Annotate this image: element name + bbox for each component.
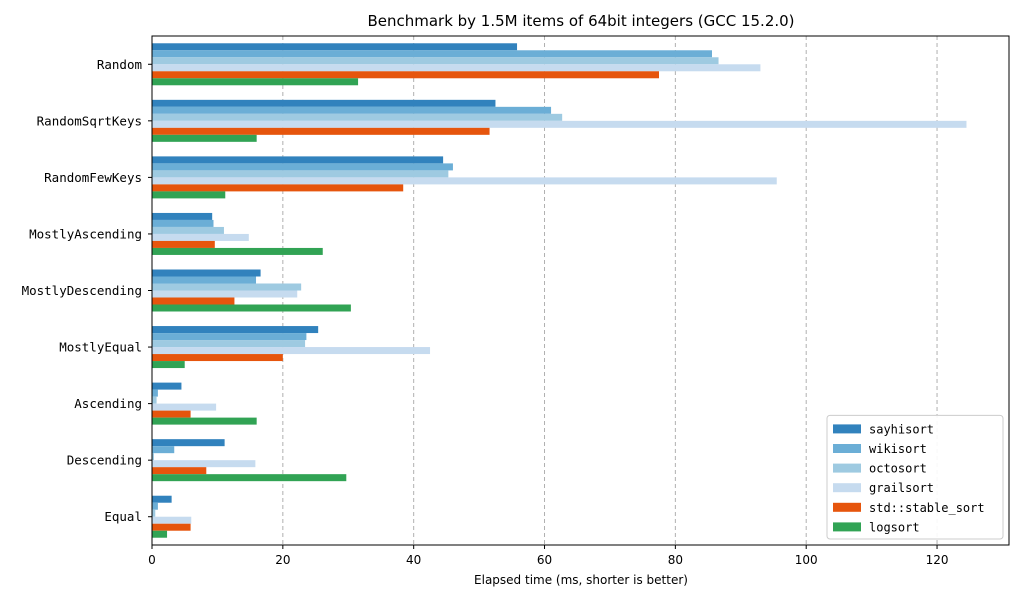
x-axis-ticks: 0 20 40 60 80 100 120 bbox=[148, 545, 948, 567]
legend-entry: grailsort bbox=[869, 481, 934, 495]
bar-logsort bbox=[152, 361, 185, 369]
bar-wikisort bbox=[152, 106, 552, 114]
x-tick-label: 100 bbox=[795, 553, 818, 567]
legend-entry: sayhisort bbox=[869, 422, 934, 436]
bar-wikisort bbox=[152, 163, 453, 171]
bar-std-stable-sort bbox=[152, 354, 283, 362]
bar-logsort bbox=[152, 247, 323, 255]
bar-octosort bbox=[152, 226, 224, 234]
category-label: MostlyEqual bbox=[59, 340, 142, 355]
bar-octosort bbox=[152, 170, 449, 178]
bar-std-stable-sort bbox=[152, 71, 660, 79]
bar-logsort bbox=[152, 191, 226, 199]
bar-std-stable-sort bbox=[152, 184, 404, 192]
bar-wikisort bbox=[152, 333, 307, 341]
bar-sayhisort bbox=[152, 156, 444, 164]
category-label: RandomFewKeys bbox=[44, 170, 142, 185]
x-tick-label: 0 bbox=[148, 553, 156, 567]
bar-octosort bbox=[152, 340, 306, 348]
category-label: Descending bbox=[67, 453, 142, 468]
x-tick-label: 60 bbox=[537, 553, 552, 567]
x-axis-label: Elapsed time (ms, shorter is better) bbox=[474, 573, 688, 587]
bar-std-stable-sort bbox=[152, 410, 191, 418]
bar-wikisort bbox=[152, 502, 158, 510]
legend-entry: wikisort bbox=[869, 442, 927, 456]
bar-sayhisort bbox=[152, 439, 225, 447]
bar-grailsort bbox=[152, 177, 777, 185]
bar-sayhisort bbox=[152, 495, 172, 503]
legend-swatch bbox=[833, 444, 861, 453]
legend-swatch bbox=[833, 424, 861, 434]
category-labels: Random RandomSqrtKeys RandomFewKeys MostlyA… bbox=[22, 57, 152, 524]
bar-grailsort bbox=[152, 516, 192, 524]
category-label: Random bbox=[97, 57, 142, 72]
legend-box bbox=[826, 414, 1004, 540]
bar-grailsort bbox=[152, 64, 761, 72]
bar-logsort bbox=[152, 530, 168, 538]
legend: sayhisortwikisortoctosortgrailsortstd::s… bbox=[826, 414, 1004, 540]
x-tick-label: 120 bbox=[926, 553, 949, 567]
bar-sayhisort bbox=[152, 212, 213, 220]
legend-entry: std::stable_sort bbox=[869, 501, 985, 515]
bar-sayhisort bbox=[152, 99, 496, 107]
bar-logsort bbox=[152, 304, 351, 312]
bar-wikisort bbox=[152, 276, 257, 284]
category-label: Equal bbox=[104, 509, 142, 524]
legend-entry: octosort bbox=[869, 462, 927, 476]
bar-std-stable-sort bbox=[152, 297, 235, 305]
bar-wikisort bbox=[152, 50, 712, 58]
bar-octosort bbox=[152, 283, 302, 291]
legend-swatch bbox=[833, 502, 861, 512]
x-tick-label: 20 bbox=[275, 553, 290, 567]
bar-octosort bbox=[152, 509, 156, 517]
bar-octosort bbox=[152, 396, 157, 404]
bar-wikisort bbox=[152, 446, 175, 454]
bar-octosort bbox=[152, 453, 154, 461]
bar-logsort bbox=[152, 474, 347, 482]
bar-grailsort bbox=[152, 403, 217, 411]
category-label: Ascending bbox=[74, 396, 142, 411]
bar-logsort bbox=[152, 417, 257, 425]
bars bbox=[152, 43, 967, 538]
x-tick-label: 80 bbox=[668, 553, 683, 567]
bar-std-stable-sort bbox=[152, 467, 207, 475]
bar-std-stable-sort bbox=[152, 240, 215, 248]
bar-grailsort bbox=[152, 460, 256, 468]
bar-std-stable-sort bbox=[152, 523, 191, 531]
bar-octosort bbox=[152, 57, 719, 65]
bar-sayhisort bbox=[152, 269, 261, 277]
bar-sayhisort bbox=[152, 326, 319, 334]
bar-logsort bbox=[152, 134, 257, 142]
legend-entry: logsort bbox=[869, 520, 920, 534]
chart-title: Benchmark by 1.5M items of 64bit integer… bbox=[367, 12, 794, 30]
bar-wikisort bbox=[152, 219, 214, 227]
bar-grailsort bbox=[152, 233, 249, 241]
bar-sayhisort bbox=[152, 382, 182, 390]
bar-wikisort bbox=[152, 389, 158, 397]
bar-grailsort bbox=[152, 120, 967, 128]
category-label: MostlyAscending bbox=[29, 226, 142, 241]
bar-sayhisort bbox=[152, 43, 518, 51]
legend-swatch bbox=[833, 463, 861, 473]
legend-swatch bbox=[833, 522, 861, 532]
bar-octosort bbox=[152, 113, 563, 121]
legend-swatch bbox=[833, 483, 861, 493]
bar-logsort bbox=[152, 78, 359, 86]
category-label: RandomSqrtKeys bbox=[37, 113, 142, 128]
category-label: MostlyDescending bbox=[22, 283, 142, 298]
bar-std-stable-sort bbox=[152, 127, 490, 135]
bar-grailsort bbox=[152, 347, 431, 355]
x-tick-label: 40 bbox=[406, 553, 421, 567]
bar-grailsort bbox=[152, 290, 298, 298]
